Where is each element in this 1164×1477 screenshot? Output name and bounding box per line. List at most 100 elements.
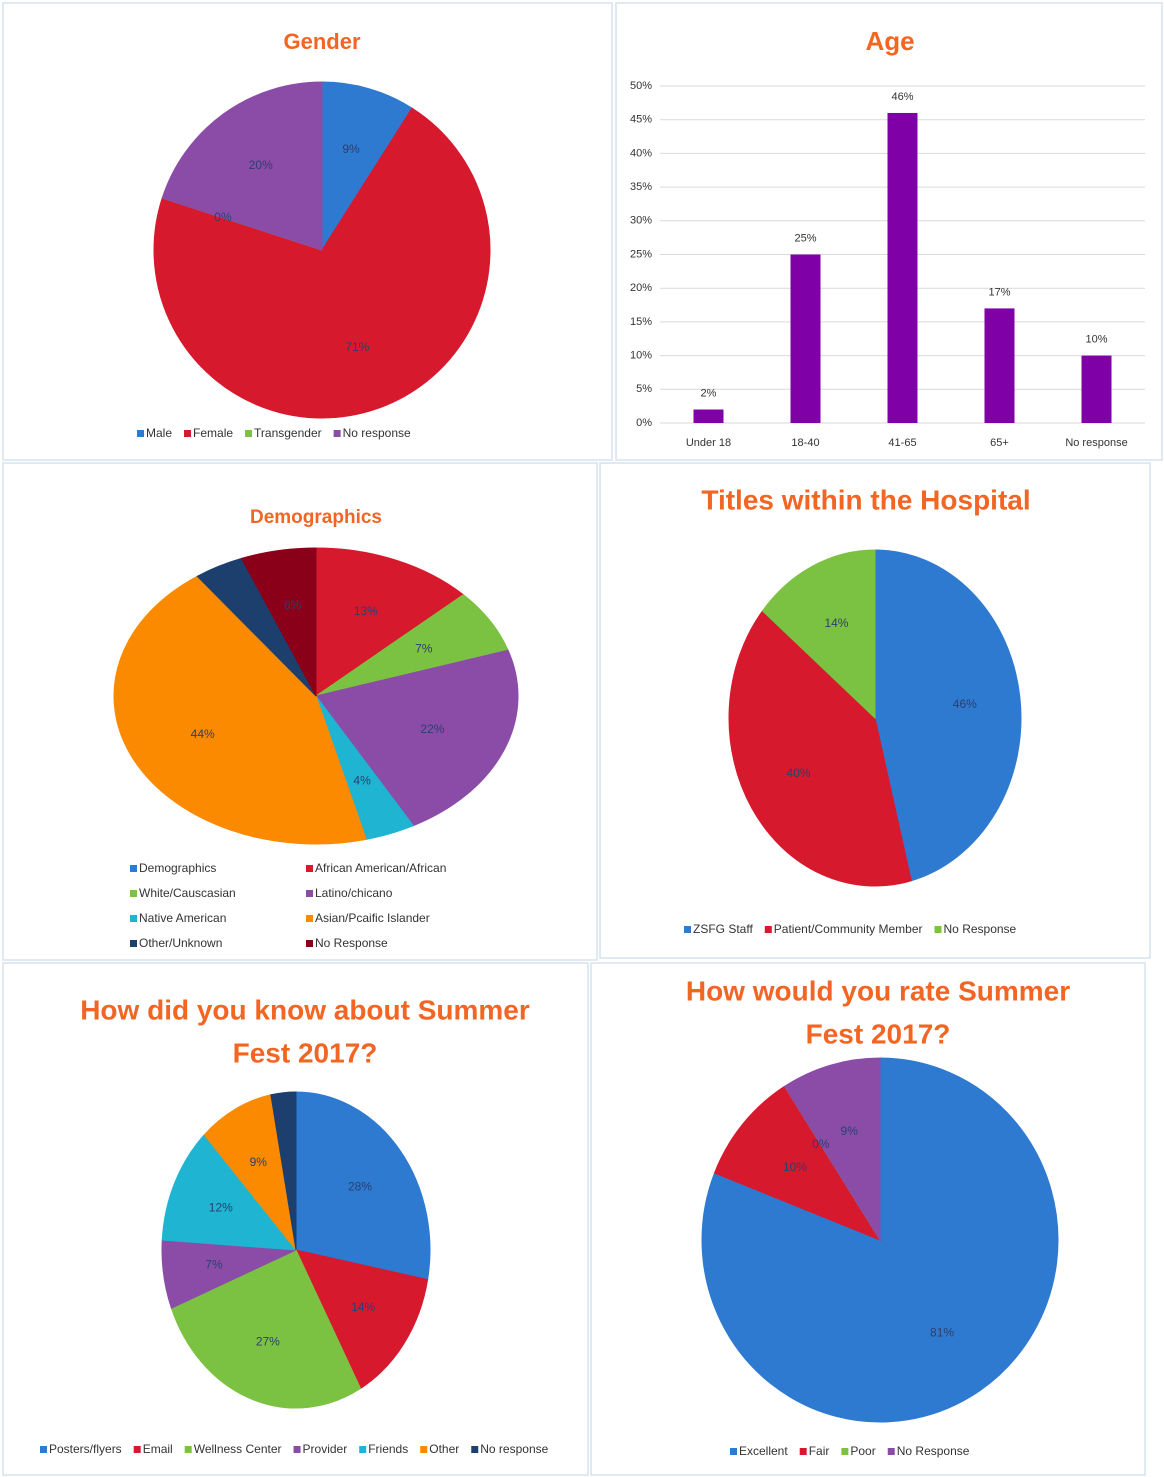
legend-swatch bbox=[887, 1448, 895, 1455]
legend-swatch bbox=[40, 1446, 47, 1453]
legend-label: Demographics bbox=[139, 861, 216, 875]
legend-swatch bbox=[306, 890, 313, 897]
pie-slice bbox=[113, 575, 367, 845]
legend-swatch bbox=[184, 430, 192, 437]
legend-label: Posters/flyers bbox=[49, 1442, 122, 1456]
legend-label: Excellent bbox=[739, 1444, 788, 1458]
pie-slice bbox=[161, 1134, 298, 1251]
x-tick-label: No response bbox=[1065, 437, 1127, 449]
data-label: 7% bbox=[415, 641, 433, 655]
pie-slice bbox=[315, 649, 519, 827]
data-label: 0% bbox=[812, 1137, 830, 1151]
bar bbox=[887, 112, 918, 424]
data-label: 22% bbox=[420, 722, 444, 736]
legend-label: Female bbox=[193, 426, 233, 440]
data-label: 6% bbox=[284, 598, 302, 612]
legend-swatch bbox=[764, 926, 772, 933]
x-tick-label: 18-40 bbox=[791, 437, 819, 449]
legend-swatch bbox=[293, 1446, 301, 1453]
bar bbox=[984, 308, 1015, 423]
chart-title: How would you rate Summer bbox=[686, 975, 1070, 1006]
y-tick-label: 35% bbox=[630, 181, 652, 193]
chart-title: Fest 2017? bbox=[233, 1037, 378, 1068]
legend-swatch bbox=[133, 1446, 141, 1453]
legend-label: Patient/Community Member bbox=[774, 922, 923, 936]
y-tick-label: 20% bbox=[630, 282, 652, 294]
data-label: 17% bbox=[988, 286, 1010, 298]
legend-label: Provider bbox=[303, 1442, 348, 1456]
y-tick-label: 45% bbox=[630, 114, 652, 126]
legend-swatch bbox=[730, 1448, 737, 1455]
bar bbox=[1081, 355, 1112, 423]
data-label: 0% bbox=[214, 210, 232, 224]
legend-swatch bbox=[130, 890, 137, 897]
data-label: 12% bbox=[209, 1200, 233, 1214]
pie-slice bbox=[321, 81, 413, 252]
legend-swatch bbox=[130, 915, 137, 922]
data-label: 71% bbox=[345, 340, 369, 354]
legend-label: Asian/Pcaific Islander bbox=[315, 911, 430, 925]
legend-label: No Response bbox=[897, 1444, 970, 1458]
legend-swatch bbox=[471, 1446, 479, 1453]
data-label: 9% bbox=[841, 1124, 859, 1138]
pie-slice bbox=[874, 549, 1022, 882]
data-label: 46% bbox=[953, 697, 977, 711]
data-label: 2% bbox=[701, 387, 717, 399]
bar bbox=[790, 254, 821, 423]
data-label: 10% bbox=[783, 1160, 807, 1174]
legend-label: Transgender bbox=[254, 426, 322, 440]
data-label: 9% bbox=[250, 1155, 268, 1169]
data-label: 13% bbox=[354, 604, 378, 618]
legend-label: No Response bbox=[944, 922, 1017, 936]
data-label: 20% bbox=[249, 158, 273, 172]
data-label: 44% bbox=[191, 727, 215, 741]
legend-swatch bbox=[306, 915, 313, 922]
y-tick-label: 15% bbox=[630, 316, 652, 328]
legend-label: Male bbox=[146, 426, 172, 440]
legend-swatch bbox=[359, 1446, 367, 1453]
pie-slice bbox=[170, 1249, 362, 1409]
data-label: 4% bbox=[353, 773, 371, 787]
chart-title: Demographics bbox=[250, 507, 382, 528]
y-tick-label: 0% bbox=[636, 417, 652, 429]
legend-label: No Response bbox=[315, 936, 388, 950]
pie-slice bbox=[270, 1091, 297, 1251]
legend-label: Other/Unknown bbox=[139, 936, 222, 950]
y-tick-label: 5% bbox=[636, 383, 652, 395]
data-label: 40% bbox=[787, 766, 811, 780]
pie-slice bbox=[713, 1085, 882, 1242]
data-label: 27% bbox=[256, 1334, 280, 1348]
data-label: 25% bbox=[794, 232, 816, 244]
legend-swatch bbox=[799, 1448, 807, 1455]
legend-swatch bbox=[420, 1446, 428, 1453]
y-tick-label: 40% bbox=[630, 147, 652, 159]
legend-swatch bbox=[306, 865, 313, 872]
pie-slice bbox=[783, 1057, 881, 1242]
legend-label: Other bbox=[429, 1442, 459, 1456]
legend-swatch bbox=[130, 940, 137, 947]
pie-slice bbox=[315, 547, 465, 697]
legend-swatch bbox=[306, 940, 313, 947]
legend-label: White/Causcasian bbox=[139, 886, 236, 900]
legend-label: ZSFG Staff bbox=[693, 922, 753, 936]
legend-label: Native American bbox=[139, 911, 226, 925]
y-tick-label: 30% bbox=[630, 215, 652, 227]
legend-swatch bbox=[137, 430, 144, 437]
pie-slice bbox=[701, 1057, 1059, 1423]
legend-swatch bbox=[184, 1446, 192, 1453]
y-tick-label: 10% bbox=[630, 350, 652, 362]
legend-swatch bbox=[333, 430, 341, 437]
legend-label: No response bbox=[480, 1442, 548, 1456]
data-label: 9% bbox=[342, 142, 360, 156]
pie-slice bbox=[203, 1094, 297, 1252]
legend-label: Poor bbox=[850, 1444, 875, 1458]
legend-label: Friends bbox=[368, 1442, 408, 1456]
pie-slice bbox=[295, 1091, 431, 1281]
pie-slice bbox=[295, 1249, 429, 1390]
x-tick-label: 65+ bbox=[990, 437, 1009, 449]
chart-title: Titles within the Hospital bbox=[701, 484, 1030, 515]
bar bbox=[693, 409, 724, 423]
data-label: 14% bbox=[351, 1300, 375, 1314]
pie-slice bbox=[728, 610, 912, 887]
